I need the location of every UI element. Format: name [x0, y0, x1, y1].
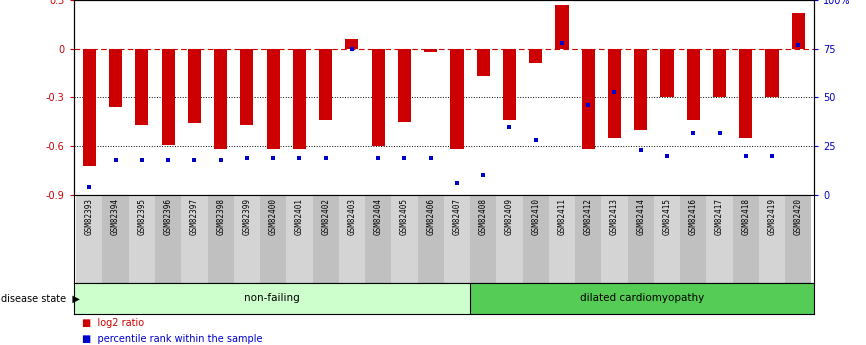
Text: GSM82412: GSM82412: [584, 198, 592, 235]
Bar: [529, 49, 542, 63]
Bar: [476, 49, 490, 76]
Text: ■  log2 ratio: ■ log2 ratio: [82, 318, 145, 328]
Text: GSM82400: GSM82400: [268, 198, 278, 235]
Text: GSM82411: GSM82411: [558, 198, 566, 235]
Bar: [287, 195, 313, 283]
Bar: [391, 195, 417, 283]
Text: GSM82406: GSM82406: [426, 198, 436, 235]
Bar: [733, 195, 759, 283]
Text: ■  percentile rank within the sample: ■ percentile rank within the sample: [82, 334, 262, 344]
Bar: [582, 49, 595, 149]
Bar: [293, 49, 306, 149]
Text: non-failing: non-failing: [244, 294, 300, 303]
Bar: [267, 49, 280, 149]
Text: GSM82396: GSM82396: [164, 198, 172, 235]
Bar: [470, 195, 496, 283]
Bar: [470, 283, 814, 314]
Bar: [713, 49, 726, 97]
Bar: [575, 195, 601, 283]
Text: GSM82417: GSM82417: [715, 198, 724, 235]
Bar: [680, 195, 707, 283]
Text: GSM82405: GSM82405: [400, 198, 409, 235]
Bar: [372, 49, 385, 146]
Bar: [260, 195, 287, 283]
Text: GSM82395: GSM82395: [138, 198, 146, 235]
Bar: [628, 195, 654, 283]
Bar: [346, 39, 359, 49]
Text: GSM82416: GSM82416: [688, 198, 698, 235]
Text: GSM82393: GSM82393: [85, 198, 94, 235]
Bar: [129, 195, 155, 283]
Bar: [109, 49, 122, 107]
Bar: [417, 195, 443, 283]
Bar: [661, 49, 674, 97]
Bar: [634, 49, 647, 130]
Bar: [214, 49, 227, 149]
Text: GSM82402: GSM82402: [321, 198, 330, 235]
Bar: [365, 195, 391, 283]
Bar: [759, 195, 785, 283]
Text: GSM82407: GSM82407: [452, 198, 462, 235]
Bar: [208, 195, 234, 283]
Text: dilated cardiomyopathy: dilated cardiomyopathy: [580, 294, 704, 303]
Text: GSM82414: GSM82414: [637, 198, 645, 235]
Bar: [503, 49, 516, 120]
Bar: [707, 195, 733, 283]
Bar: [181, 195, 208, 283]
Bar: [319, 49, 333, 120]
Bar: [522, 195, 549, 283]
Text: disease state  ▶: disease state ▶: [1, 294, 80, 303]
Text: GSM82397: GSM82397: [190, 198, 199, 235]
Text: GSM82410: GSM82410: [531, 198, 540, 235]
Bar: [792, 13, 805, 49]
Text: GSM82401: GSM82401: [295, 198, 304, 235]
Text: GSM82420: GSM82420: [794, 198, 803, 235]
Bar: [424, 49, 437, 52]
Bar: [74, 283, 470, 314]
Text: GSM82419: GSM82419: [767, 198, 777, 235]
Text: GSM82394: GSM82394: [111, 198, 120, 235]
Text: GSM82415: GSM82415: [662, 198, 671, 235]
Bar: [313, 195, 339, 283]
Bar: [687, 49, 700, 120]
Bar: [76, 195, 102, 283]
Bar: [450, 49, 463, 149]
Bar: [135, 49, 148, 125]
Bar: [740, 49, 753, 138]
Bar: [397, 49, 411, 122]
Bar: [654, 195, 680, 283]
Bar: [83, 49, 96, 166]
Bar: [766, 49, 779, 97]
Text: GSM82399: GSM82399: [242, 198, 251, 235]
Bar: [339, 195, 365, 283]
Text: GSM82398: GSM82398: [216, 198, 225, 235]
Text: GSM82413: GSM82413: [610, 198, 619, 235]
Bar: [601, 195, 628, 283]
Text: GSM82403: GSM82403: [347, 198, 357, 235]
Bar: [496, 195, 522, 283]
Bar: [608, 49, 621, 138]
Bar: [555, 5, 569, 49]
Bar: [162, 49, 175, 145]
Bar: [102, 195, 129, 283]
Text: GSM82408: GSM82408: [479, 198, 488, 235]
Text: GSM82404: GSM82404: [374, 198, 383, 235]
Text: GSM82409: GSM82409: [505, 198, 514, 235]
Bar: [188, 49, 201, 124]
Bar: [155, 195, 181, 283]
Bar: [241, 49, 254, 125]
Bar: [443, 195, 470, 283]
Bar: [785, 195, 811, 283]
Bar: [549, 195, 575, 283]
Bar: [234, 195, 260, 283]
Text: GSM82418: GSM82418: [741, 198, 750, 235]
